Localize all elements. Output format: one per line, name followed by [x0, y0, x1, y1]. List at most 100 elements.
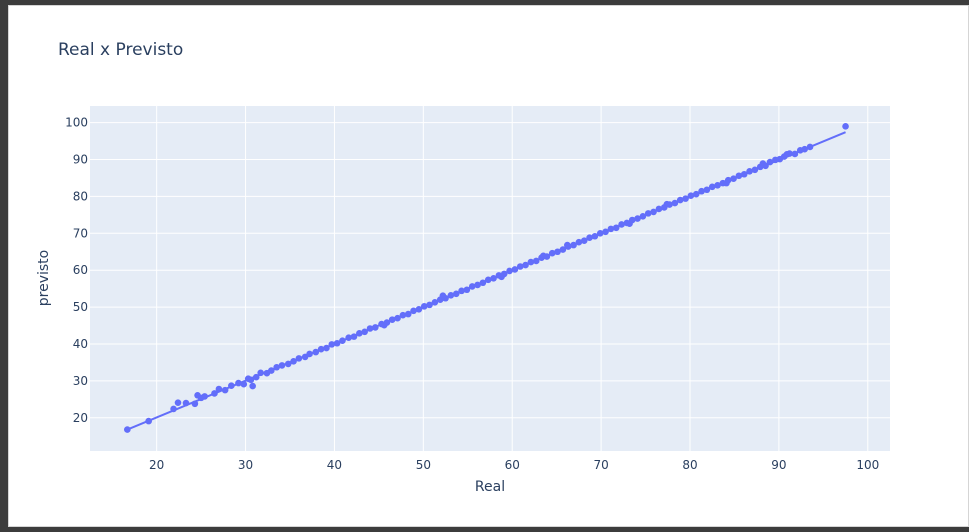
data-point[interactable]: [783, 151, 791, 158]
data-point[interactable]: [249, 382, 256, 390]
data-point[interactable]: [671, 199, 679, 207]
data-point[interactable]: [687, 192, 695, 199]
data-point[interactable]: [191, 400, 199, 408]
data-point[interactable]: [240, 380, 248, 388]
data-point[interactable]: [278, 362, 286, 369]
data-point[interactable]: [730, 175, 737, 182]
data-point[interactable]: [170, 405, 177, 413]
data-point[interactable]: [284, 360, 292, 368]
data-point[interactable]: [746, 168, 753, 175]
data-point[interactable]: [201, 393, 208, 400]
data-point[interactable]: [268, 367, 275, 374]
data-point[interactable]: [591, 232, 599, 240]
data-point[interactable]: [404, 310, 412, 318]
data-point[interactable]: [723, 179, 730, 187]
data-point[interactable]: [211, 390, 218, 397]
data-point[interactable]: [479, 279, 487, 287]
data-point[interactable]: [458, 287, 465, 295]
data-point[interactable]: [431, 298, 439, 306]
data-point[interactable]: [618, 221, 625, 228]
data-point[interactable]: [339, 337, 346, 344]
data-point[interactable]: [634, 215, 641, 222]
data-point[interactable]: [228, 382, 235, 389]
data-point[interactable]: [257, 369, 264, 377]
data-point[interactable]: [235, 379, 242, 387]
data-point[interactable]: [564, 241, 571, 249]
data-point[interactable]: [323, 344, 330, 352]
data-point[interactable]: [602, 228, 609, 236]
data-point[interactable]: [607, 225, 615, 233]
data-point[interactable]: [516, 263, 524, 270]
data-point[interactable]: [554, 248, 561, 256]
data-point[interactable]: [380, 321, 388, 329]
data-point[interactable]: [682, 195, 689, 202]
data-point[interactable]: [490, 275, 497, 282]
data-point[interactable]: [452, 290, 460, 298]
data-point[interactable]: [540, 252, 547, 260]
data-point[interactable]: [463, 286, 471, 294]
data-point[interactable]: [698, 187, 705, 195]
data-point[interactable]: [650, 208, 657, 216]
data-point[interactable]: [252, 373, 260, 381]
data-point[interactable]: [522, 261, 529, 269]
data-point[interactable]: [328, 341, 336, 348]
data-point[interactable]: [124, 426, 131, 433]
data-point[interactable]: [221, 386, 229, 394]
data-point[interactable]: [759, 160, 767, 167]
data-point[interactable]: [215, 385, 223, 393]
data-point[interactable]: [345, 334, 352, 342]
data-point[interactable]: [333, 339, 341, 347]
data-point[interactable]: [586, 234, 593, 242]
data-point[interactable]: [356, 329, 363, 337]
data-point[interactable]: [182, 399, 190, 407]
data-point[interactable]: [806, 143, 814, 151]
data-point[interactable]: [474, 281, 481, 289]
data-point[interactable]: [317, 345, 325, 353]
data-point[interactable]: [655, 205, 663, 213]
data-point[interactable]: [312, 348, 320, 356]
data-point[interactable]: [295, 355, 303, 362]
data-point[interactable]: [145, 417, 152, 425]
data-point[interactable]: [548, 249, 556, 257]
data-point[interactable]: [439, 292, 447, 299]
data-point[interactable]: [350, 333, 358, 340]
data-point[interactable]: [420, 303, 428, 310]
data-point[interactable]: [663, 200, 671, 208]
data-point[interactable]: [366, 325, 374, 332]
data-point[interactable]: [399, 311, 407, 319]
data-point[interactable]: [372, 324, 379, 331]
data-point[interactable]: [484, 276, 492, 284]
data-point[interactable]: [447, 291, 455, 299]
data-point[interactable]: [639, 213, 647, 220]
data-point[interactable]: [388, 316, 396, 323]
data-point[interactable]: [735, 172, 743, 180]
data-point[interactable]: [791, 150, 799, 158]
data-point[interactable]: [703, 186, 711, 194]
data-point[interactable]: [612, 224, 620, 232]
data-point[interactable]: [801, 145, 808, 153]
data-point[interactable]: [676, 196, 684, 204]
data-point[interactable]: [692, 190, 700, 198]
data-point[interactable]: [766, 158, 774, 166]
data-point[interactable]: [527, 258, 535, 266]
data-point[interactable]: [596, 229, 604, 237]
data-point[interactable]: [426, 301, 433, 309]
data-point[interactable]: [708, 183, 716, 191]
data-point[interactable]: [644, 210, 652, 217]
data-point[interactable]: [532, 257, 540, 265]
data-point[interactable]: [506, 267, 513, 275]
data-point[interactable]: [273, 363, 280, 371]
data-point[interactable]: [580, 237, 588, 244]
data-point[interactable]: [575, 238, 583, 246]
data-point[interactable]: [714, 182, 721, 189]
data-point[interactable]: [174, 399, 182, 406]
data-point[interactable]: [559, 246, 567, 253]
data-point[interactable]: [290, 358, 297, 365]
data-point[interactable]: [511, 266, 519, 273]
data-point[interactable]: [498, 273, 505, 281]
data-point[interactable]: [626, 220, 633, 228]
data-point[interactable]: [306, 350, 313, 358]
data-point[interactable]: [468, 283, 476, 290]
data-point[interactable]: [394, 314, 401, 322]
data-point[interactable]: [751, 166, 759, 174]
